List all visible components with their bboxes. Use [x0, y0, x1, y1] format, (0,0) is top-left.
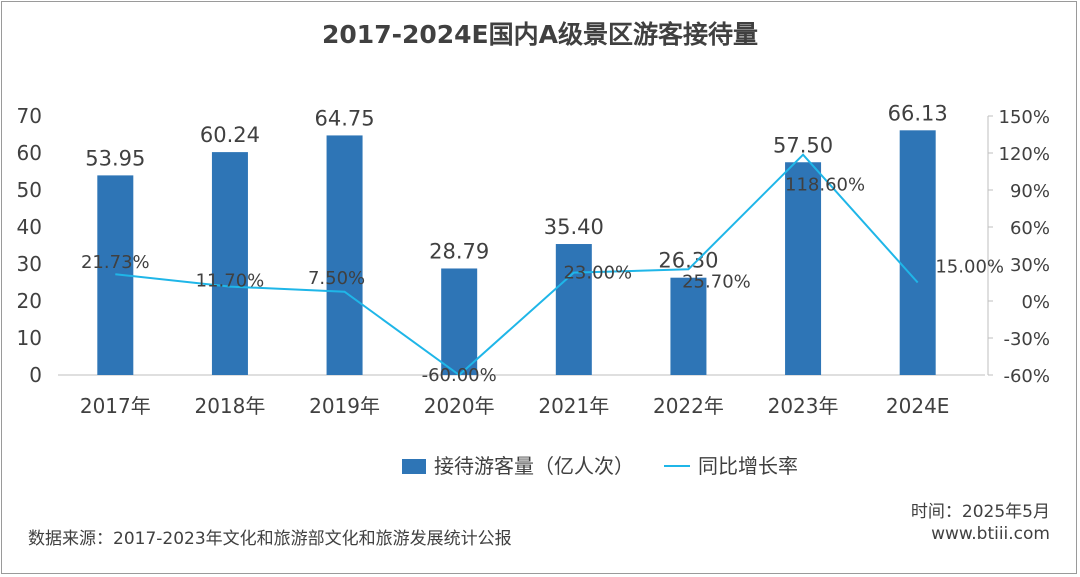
growth-value-label: 11.70%: [196, 271, 265, 292]
legend-line: 同比增长率: [664, 450, 798, 479]
bar: [441, 268, 478, 375]
growth-value-label: 23.00%: [563, 263, 632, 284]
bar-value-label: 28.79: [429, 239, 489, 263]
bar-value-label: 53.95: [85, 146, 145, 170]
publish-time: 时间：2025年5月: [910, 502, 1050, 522]
x-tick-label: 2024E: [886, 394, 950, 418]
y-right-tick-label: 0%: [1021, 292, 1050, 313]
x-tick-label: 2018年: [194, 394, 265, 418]
growth-value-label: 15.00%: [935, 257, 1004, 278]
y-right-tick-label: -60%: [1003, 366, 1050, 387]
y-left-tick-label: 50: [17, 178, 42, 202]
y-left-tick-label: 0: [29, 363, 42, 387]
bar-value-label: 35.40: [544, 215, 604, 239]
x-tick-label: 2017年: [80, 394, 151, 418]
y-right-tick-label: 120%: [999, 144, 1050, 165]
growth-value-label: 21.73%: [81, 252, 150, 273]
bar: [211, 152, 248, 375]
y-left-tick-label: 40: [17, 215, 42, 239]
y-right-tick-label: 60%: [1010, 218, 1050, 239]
y-left-tick-label: 10: [17, 326, 42, 350]
x-tick-label: 2020年: [424, 394, 495, 418]
bar: [670, 277, 707, 375]
growth-value-label: 118.60%: [785, 175, 865, 196]
x-tick-label: 2022年: [653, 394, 724, 418]
x-tick-label: 2021年: [538, 394, 609, 418]
x-tick-label: 2019年: [309, 394, 380, 418]
chart-title: 2017-2024E国内A级景区游客接待量: [322, 20, 758, 49]
bar: [326, 135, 363, 375]
bar-value-label: 64.75: [315, 106, 375, 130]
legend-line-swatch: [664, 465, 690, 467]
site-url: www.btiii.com: [931, 524, 1050, 544]
y-left-tick-label: 70: [17, 104, 42, 128]
growth-line: [115, 153, 919, 377]
growth-value-label: -60.00%: [422, 365, 497, 386]
y-right-tick-label: -30%: [1003, 329, 1050, 350]
bar-value-label: 60.24: [200, 123, 260, 147]
bar: [899, 130, 936, 375]
y-right-tick-label: 90%: [1010, 181, 1050, 202]
y-right-tick-label: 150%: [999, 107, 1050, 128]
legend-bar-swatch: [402, 459, 426, 474]
bar: [785, 162, 822, 375]
y-left-tick-label: 30: [17, 252, 42, 276]
y-left-tick-label: 60: [17, 141, 42, 165]
bar-value-label: 57.50: [773, 133, 833, 157]
legend-line-label: 同比增长率: [698, 454, 798, 478]
data-source: 数据来源：2017-2023年文化和旅游部文化和旅游发展统计公报: [28, 529, 512, 549]
x-tick-label: 2023年: [768, 394, 839, 418]
growth-value-label: 25.70%: [682, 271, 751, 292]
legend-bar: 接待游客量（亿人次）: [402, 450, 634, 479]
y-left-tick-label: 20: [17, 289, 42, 313]
legend-bar-label: 接待游客量（亿人次）: [434, 454, 634, 478]
growth-value-label: 7.50%: [308, 268, 365, 289]
y-right-tick-label: 30%: [1010, 255, 1050, 276]
bar: [555, 244, 592, 375]
bar-value-label: 66.13: [888, 101, 948, 125]
